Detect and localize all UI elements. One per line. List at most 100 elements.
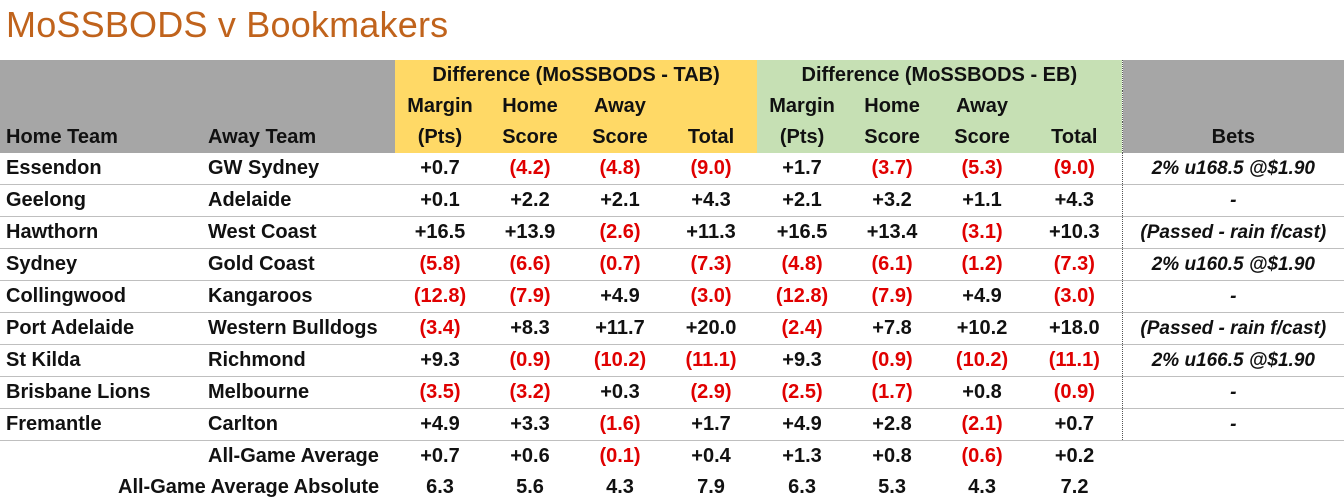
home-team-cell: Fremantle [0,408,202,441]
footer-tab-value: +0.6 [510,445,550,467]
tab-home-score-cell: (6.6) [485,248,575,281]
tab-margin-cell: (12.8) [395,280,485,313]
eb-margin-cell: (2.4) [757,312,848,345]
tab-total-cell: (2.9) [665,376,758,409]
tab-total-cell: +4.3 [665,184,758,217]
eb-total-cell: (7.3) [1027,248,1123,281]
tab-home-score-cell: +3.3 [485,408,575,441]
table-row: Brisbane Lions Melbourne (3.5) (3.2) +0.3 (2.… [0,376,1344,409]
eb-home-score-cell: (6.1) [847,248,938,281]
column-header-row-2: Home Team Away Team (Pts) Score Score To… [0,122,1344,153]
eb-total-cell: +0.7 [1027,408,1123,441]
eb-home-score-cell: +2.8 [847,408,938,441]
tab-away-score-cell: (0.7) [575,248,665,281]
eb-away-header: Away [937,91,1028,122]
eb-margin-header: Margin [757,91,848,122]
tab-home-score-cell: +8.3 [485,312,575,345]
tab-margin-cell: +0.7 [395,153,485,185]
eb-total-cell: (3.0) [1027,280,1123,313]
bets-cell: (Passed - rain f/cast) [1121,312,1344,345]
footer-tab-value: 7.9 [697,476,725,498]
footer-eb-value: 6.3 [788,476,816,498]
tab-total-cell: (9.0) [665,153,758,185]
eb-margin-cell: (12.8) [757,280,848,313]
home-team-cell: Sydney [0,248,202,281]
eb-margin-cell: +4.9 [757,408,848,441]
footer-eb-value: 5.3 [878,476,906,498]
away-team-cell: West Coast [202,216,395,249]
eb-away-score-cell: +1.1 [937,184,1028,217]
group-header-row: Difference (MoSSBODS - TAB) Difference (… [0,60,1344,91]
tab-home-score-cell: (7.9) [485,280,575,313]
tab-margin-cell: +9.3 [395,344,485,377]
bets-cell: 2% u168.5 @$1.90 [1121,153,1344,185]
eb-home-score-cell: (1.7) [847,376,938,409]
bets-cell: 2% u160.5 @$1.90 [1121,248,1344,281]
footer-eb-value: (0.6) [961,445,1003,467]
footer-eb-value: +1.3 [782,445,822,467]
tab-total-header: Total [665,122,758,153]
away-team-cell: Adelaide [202,184,395,217]
tab-total-cell: +20.0 [665,312,758,345]
away-team-cell: Melbourne [202,376,395,409]
eb-total-cell: +4.3 [1027,184,1123,217]
eb-margin-cell: (2.5) [757,376,848,409]
footer-tab-value: 6.3 [426,476,454,498]
tab-away-score-cell: (10.2) [575,344,665,377]
footer-tab-value: +0.7 [420,445,460,467]
footer-tab-value: 4.3 [606,476,634,498]
footer-empty [1122,441,1344,473]
table-row: Geelong Adelaide +0.1 +2.2 +2.1 +4.3 +2.1 +3.2 +… [0,184,1344,217]
tab-home-score-cell: +2.2 [485,184,575,217]
eb-margin-subheader: (Pts) [757,122,848,153]
bets-cell: (Passed - rain f/cast) [1121,216,1344,249]
tab-home-score-cell: +13.9 [485,216,575,249]
tab-group-header: Difference (MoSSBODS - TAB) [395,60,758,91]
eb-away-subheader: Score [937,122,1028,153]
away-team-header: Away Team [202,122,395,153]
table-row: Hawthorn West Coast +16.5 +13.9 (2.6) +11.3 +1… [0,216,1344,249]
tab-margin-cell: +16.5 [395,216,485,249]
home-team-cell: Hawthorn [0,216,202,249]
tab-margin-cell: +0.1 [395,184,485,217]
tab-total-cell: (11.1) [665,344,758,377]
eb-home-score-cell: (7.9) [847,280,938,313]
eb-margin-cell: +2.1 [757,184,848,217]
eb-home-score-cell: +3.2 [847,184,938,217]
bets-cell: - [1121,376,1344,409]
tab-margin-cell: (5.8) [395,248,485,281]
tab-away-score-cell: +2.1 [575,184,665,217]
footer-eb-value: +0.8 [872,445,912,467]
footer-tab-value: (0.1) [599,445,641,467]
eb-total-cell: (0.9) [1027,376,1123,409]
eb-home-score-cell: (0.9) [847,344,938,377]
tab-away-score-cell: (2.6) [575,216,665,249]
home-team-cell: Geelong [0,184,202,217]
away-team-cell: Western Bulldogs [202,312,395,345]
footer-eb-value: 7.2 [1060,476,1089,498]
comparison-table: Difference (MoSSBODS - TAB) Difference (… [0,60,1344,503]
away-team-cell: GW Sydney [202,153,395,185]
tab-away-score-cell: (4.8) [575,153,665,185]
tab-home-score-cell: (4.2) [485,153,575,185]
bets-cell: 2% u166.5 @$1.90 [1121,344,1344,377]
eb-away-score-cell: (2.1) [937,408,1028,441]
eb-margin-cell: +1.7 [757,153,848,185]
bets-cell: - [1121,280,1344,313]
footer-label: All-Game Average Absolute [118,476,380,498]
tab-away-score-cell: (1.6) [575,408,665,441]
home-team-cell: Collingwood [0,280,202,313]
eb-home-score-cell: (3.7) [847,153,938,185]
tab-total-cell: (3.0) [665,280,758,313]
tab-margin-subheader: (Pts) [395,122,485,153]
home-team-cell: St Kilda [0,344,202,377]
eb-away-score-cell: +0.8 [937,376,1028,409]
table-row: St Kilda Richmond +9.3 (0.9) (10.2) (11.1) +9.… [0,344,1344,377]
eb-margin-cell: (4.8) [757,248,848,281]
eb-home-subheader: Score [847,122,938,153]
tab-home-header: Home [485,91,575,122]
tab-margin-cell: +4.9 [395,408,485,441]
eb-margin-cell: +16.5 [757,216,848,249]
away-team-cell: Carlton [202,408,395,441]
footer-eb-value: +0.2 [1054,445,1095,467]
